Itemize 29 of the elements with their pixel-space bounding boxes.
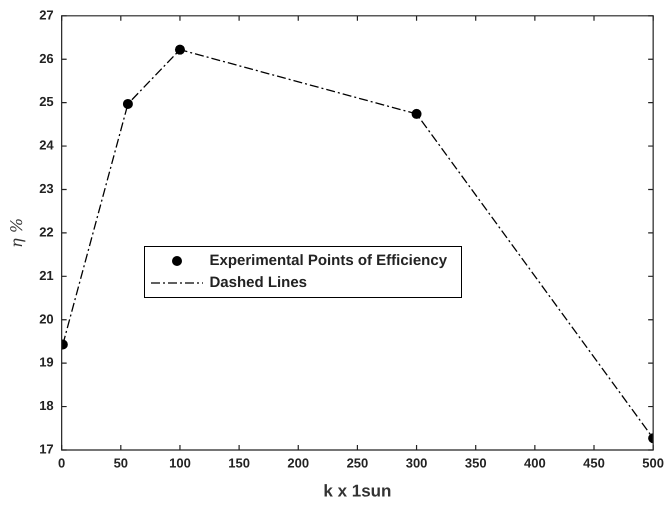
y-tick-label: 24 — [39, 138, 54, 153]
x-tick-label: 100 — [169, 455, 191, 470]
legend-label: Experimental Points of Efficiency — [209, 252, 448, 270]
y-tick-label: 26 — [39, 50, 54, 66]
x-tick-label: 400 — [524, 455, 546, 470]
x-tick-label: 200 — [287, 455, 310, 470]
point — [122, 98, 133, 109]
x-axis-title: k x 1sun — [323, 481, 392, 500]
y-tick-label: 20 — [39, 311, 54, 326]
y-tick-label: 22 — [39, 224, 54, 240]
point — [412, 108, 422, 119]
x-tick-label: 50 — [114, 455, 128, 470]
x-tick-label: 0 — [58, 455, 66, 470]
y-tick-label: 21 — [39, 268, 54, 283]
y-tick-label: 19 — [39, 354, 54, 370]
x-tick-label: 350 — [464, 455, 487, 470]
legend-label: Dashed Lines — [209, 274, 307, 292]
y-tick-label: 25 — [39, 94, 54, 110]
y-tick-label: 17 — [39, 442, 54, 457]
x-tick-label: 300 — [406, 455, 428, 470]
y-tick-label: 23 — [39, 181, 54, 196]
y-axis-title: η % — [6, 218, 26, 248]
x-tick-label: 150 — [228, 455, 250, 470]
x-tick-label: 500 — [642, 455, 664, 470]
x-tick-label: 450 — [583, 455, 605, 470]
y-tick-label: 18 — [39, 398, 54, 414]
y-tick-label: 27 — [39, 7, 54, 22]
point — [174, 44, 185, 55]
x-tick-label: 250 — [346, 455, 368, 470]
